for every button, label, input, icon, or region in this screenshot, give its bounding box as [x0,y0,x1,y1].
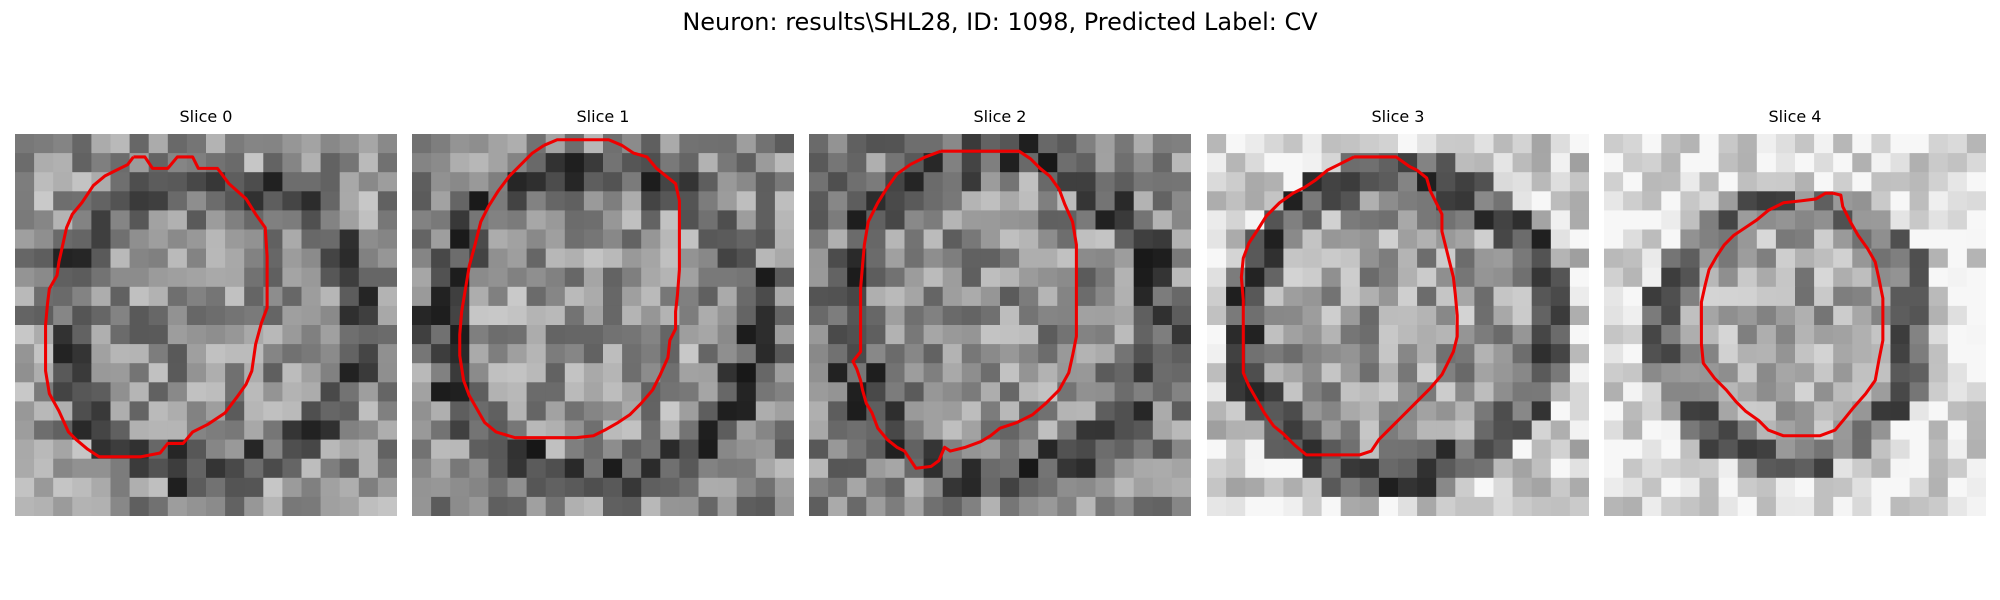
slice-title-4: Slice 4 [1768,107,1822,126]
slice-panel-4: Slice 4 [1604,106,1986,516]
segmentation-contour [1699,191,1885,438]
segmentation-contour [44,155,269,459]
segmentation-contour [458,138,681,440]
segmentation-contour [1239,155,1459,457]
slice-title-0: Slice 0 [179,107,233,126]
slice-image-4 [1604,134,1986,516]
slice-panel-0: Slice 0 [15,106,397,516]
slice-panel-3: Slice 3 [1207,106,1589,516]
slice-title-1: Slice 1 [576,107,630,126]
segmentation-contour [851,149,1078,470]
figure-title: Neuron: results\SHL28, ID: 1098, Predict… [682,8,1318,36]
slice-image-3 [1207,134,1589,516]
slice-panel-2: Slice 2 [809,106,1191,516]
slice-title-3: Slice 3 [1371,107,1425,126]
slice-image-1 [412,134,794,516]
slice-title-2: Slice 2 [973,107,1027,126]
slice-panel-1: Slice 1 [412,106,794,516]
slice-image-2 [809,134,1191,516]
slice-image-0 [15,134,397,516]
